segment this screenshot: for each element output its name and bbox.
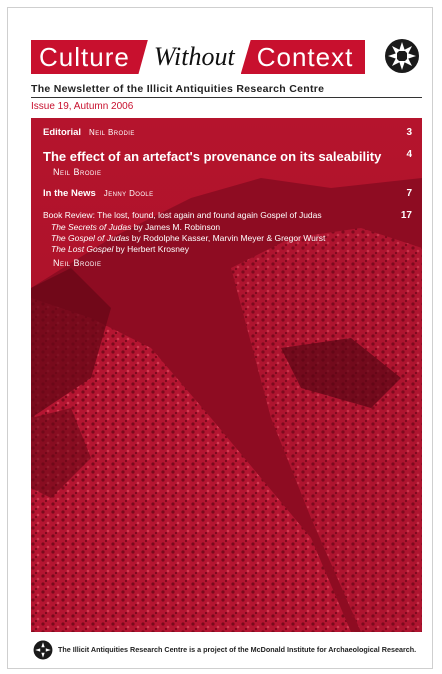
masthead-word-context: Context [240,40,365,74]
newsletter-subtitle: The Newsletter of the Illicit Antiquitie… [31,83,325,95]
review-book: The Gospel of Judas by Rodolphe Kasser, … [51,233,326,243]
toc-page-number: 4 [406,149,412,160]
footer-credit: The Illicit Antiquities Research Centre … [58,645,417,654]
star-emblem-icon [33,640,53,660]
toc-author: Neil Brodie [89,128,135,137]
issue-line: Issue 19, Autumn 2006 [31,101,134,112]
toc-entry-feature[interactable]: The effect of an artefact's provenance o… [43,149,412,164]
masthead-word-without: Without [147,40,241,74]
cover-image: Editorial Neil Brodie 3 The effect of an … [31,118,422,632]
toc-author: Neil Brodie [53,167,102,177]
toc-page-number: 7 [406,188,412,199]
cover-photo [31,118,422,632]
toc-author: Jenny Doole [103,189,154,198]
divider [31,97,422,98]
masthead-word-culture: Culture [31,40,148,74]
toc-title: In the News [43,188,96,199]
masthead: Culture Without Context [31,40,365,74]
review-book: The Lost Gospel by Herbert Krosney [51,244,189,254]
star-emblem-icon [385,39,419,73]
review-book: The Secrets of Judas by James M. Robinso… [51,222,221,232]
toc-title: Editorial [43,127,82,138]
toc-title: The effect of an artefact's provenance o… [43,149,382,164]
toc-entry-news[interactable]: In the News Jenny Doole 7 [43,188,412,199]
toc-title: Book Review: The lost, found, lost again… [43,210,322,220]
toc-page-number: 3 [406,127,412,138]
toc-entry-editorial[interactable]: Editorial Neil Brodie 3 [43,127,412,138]
toc-page-number: 17 [400,210,412,221]
toc-author: Neil Brodie [53,258,102,268]
toc-entry-review[interactable]: Book Review: The lost, found, lost again… [43,210,412,221]
